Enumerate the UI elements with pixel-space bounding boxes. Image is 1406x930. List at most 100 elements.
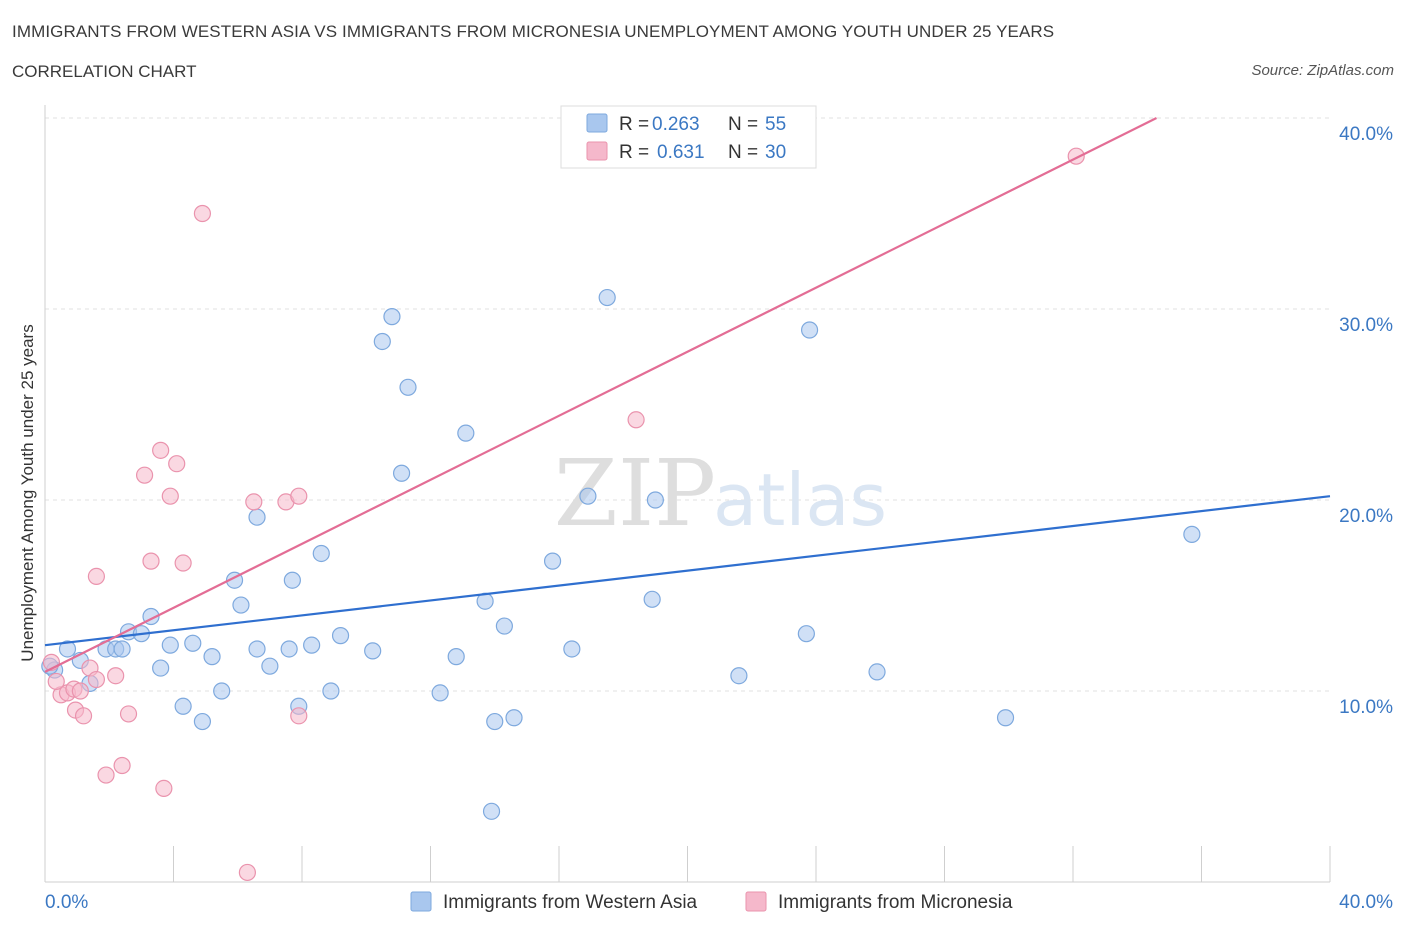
legend-label-western-asia: Immigrants from Western Asia <box>443 892 698 913</box>
stats-r-value-2: 0.631 <box>657 142 705 163</box>
point-series0-39 <box>505 709 523 727</box>
chart-title: IMMIGRANTS FROM WESTERN ASIA VS IMMIGRAN… <box>12 22 1055 41</box>
point-series1-22 <box>245 493 263 511</box>
data-points <box>41 147 1201 882</box>
point-series1-8 <box>87 670 106 689</box>
point-series0-33 <box>431 684 449 702</box>
point-series0-40 <box>543 552 562 570</box>
point-series0-51 <box>1183 525 1201 543</box>
point-series0-34 <box>447 648 465 666</box>
point-series0-43 <box>598 288 616 307</box>
point-series0-46 <box>730 667 748 685</box>
point-series0-53 <box>113 640 131 658</box>
point-series1-16 <box>155 779 173 798</box>
point-series0-37 <box>486 712 504 731</box>
x-tick-label-0: 0.0% <box>45 892 88 913</box>
stats-r-label-2: R = <box>619 142 649 163</box>
stats-r-label-1: R = <box>619 114 649 135</box>
point-series1-14 <box>142 552 160 570</box>
point-series1-7 <box>87 567 106 586</box>
trend-line-series0 <box>44 495 1331 647</box>
point-series0-21 <box>280 640 298 658</box>
y-axis-label: Unemployment Among Youth under 25 years <box>18 324 37 661</box>
point-series1-15 <box>152 441 170 459</box>
point-series1-25 <box>290 707 308 725</box>
chart-subtitle: CORRELATION CHART <box>12 62 197 81</box>
point-series0-26 <box>322 682 340 700</box>
stats-box: R = 0.263 N = 55 R = 0.631 N = 30 <box>560 105 817 169</box>
stats-n-value-1: 55 <box>765 114 786 135</box>
y-tick-labels: 10.0% 20.0% 30.0% 40.0% <box>1339 124 1393 718</box>
legend-label-micronesia: Immigrants from Micronesia <box>778 892 1013 913</box>
point-series0-28 <box>364 642 382 660</box>
point-series0-14 <box>203 648 221 666</box>
stats-n-value-2: 30 <box>765 142 786 163</box>
point-series0-1 <box>58 640 77 658</box>
point-series0-50 <box>996 709 1015 727</box>
point-series1-21 <box>238 863 256 882</box>
stats-n-label-1: N = <box>728 114 758 135</box>
y-tick-label-3: 40.0% <box>1339 124 1393 145</box>
point-series0-42 <box>579 487 597 505</box>
point-series1-9 <box>97 766 115 784</box>
point-series0-12 <box>184 634 202 652</box>
point-series0-15 <box>213 682 231 700</box>
point-series0-25 <box>312 544 330 563</box>
stats-swatch-western-asia <box>586 113 608 133</box>
point-series0-49 <box>868 663 886 681</box>
x-tick-labels: 0.0% 40.0% <box>45 892 1393 913</box>
trend-lines <box>44 117 1331 673</box>
point-series0-54 <box>482 802 501 820</box>
point-series1-28 <box>47 672 65 691</box>
point-series0-32 <box>399 378 417 396</box>
trend-line-series1 <box>44 117 1158 673</box>
point-series0-44 <box>643 590 661 608</box>
watermark-zip: ZIP <box>554 440 716 547</box>
point-series0-45 <box>646 491 664 509</box>
point-series0-17 <box>232 596 250 614</box>
axes <box>44 105 1331 883</box>
legend-swatch-western-asia <box>410 891 432 912</box>
point-series0-38 <box>495 617 513 635</box>
source-label: Source: ZipAtlas.com <box>1251 62 1394 79</box>
legend: Immigrants from Western Asia Immigrants … <box>410 891 1013 913</box>
point-series0-47 <box>797 625 815 643</box>
stats-n-label-2: N = <box>728 142 758 163</box>
point-series0-27 <box>331 627 350 645</box>
point-series0-35 <box>457 424 475 442</box>
x-tick-label-1: 40.0% <box>1339 892 1393 913</box>
point-series0-19 <box>248 640 266 658</box>
point-series1-12 <box>119 705 138 723</box>
point-series1-17 <box>161 487 179 505</box>
point-series0-10 <box>161 636 179 654</box>
point-series0-9 <box>152 659 170 677</box>
stats-swatch-micronesia <box>586 141 608 161</box>
point-series1-10 <box>107 667 125 685</box>
y-tick-label-2: 30.0% <box>1339 315 1393 336</box>
point-series1-18 <box>168 455 186 473</box>
point-series1-13 <box>135 466 154 484</box>
point-series0-41 <box>563 640 581 658</box>
point-series0-30 <box>383 308 401 326</box>
point-series1-26 <box>627 411 645 429</box>
point-series0-31 <box>392 464 411 482</box>
point-series1-24 <box>290 487 308 505</box>
point-series0-20 <box>261 657 279 675</box>
point-series1-11 <box>113 756 131 775</box>
point-series1-5 <box>74 707 93 725</box>
watermark: ZIP atlas <box>554 440 887 547</box>
y-tick-label-1: 20.0% <box>1339 506 1393 527</box>
watermark-atlas: atlas <box>713 458 887 542</box>
point-series0-11 <box>174 697 192 715</box>
point-series0-18 <box>248 508 266 526</box>
point-series1-29 <box>71 682 89 700</box>
point-series0-29 <box>373 332 391 351</box>
point-series1-19 <box>174 554 192 572</box>
point-series0-13 <box>193 712 212 731</box>
point-series0-48 <box>800 321 819 339</box>
point-series0-22 <box>283 571 301 589</box>
stats-r-value-1: 0.263 <box>652 114 700 135</box>
point-series1-20 <box>193 204 212 223</box>
point-series0-24 <box>303 636 321 654</box>
